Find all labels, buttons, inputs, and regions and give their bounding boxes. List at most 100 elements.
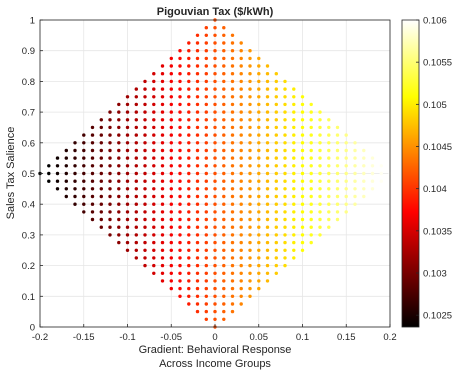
scatter-point	[239, 95, 243, 99]
scatter-point	[274, 148, 278, 153]
scatter-point	[160, 171, 165, 176]
scatter-point	[318, 171, 322, 176]
scatter-point	[283, 125, 287, 130]
scatter-point	[257, 79, 261, 84]
scatter-point	[73, 164, 77, 168]
scatter-point	[99, 125, 104, 130]
scatter-point	[292, 171, 296, 176]
scatter-point	[47, 171, 51, 176]
scatter-point	[195, 79, 200, 84]
colorbar-tick-label: 0.1025	[423, 311, 452, 322]
scatter-point	[318, 156, 322, 160]
scatter-point	[274, 256, 278, 260]
scatter-point	[335, 156, 340, 160]
scatter-point	[169, 171, 173, 176]
scatter-point	[213, 248, 217, 252]
scatter-point	[335, 210, 340, 214]
scatter-point	[362, 187, 366, 191]
scatter-point	[204, 79, 208, 84]
scatter-point	[318, 194, 322, 199]
scatter-point	[169, 225, 173, 229]
scatter-point	[82, 202, 86, 206]
scatter-point	[274, 87, 278, 91]
scatter-point	[222, 225, 226, 229]
scatter-point	[300, 171, 305, 176]
scatter-point	[283, 256, 287, 260]
scatter-point	[213, 202, 217, 206]
scatter-point	[283, 95, 287, 99]
scatter-point	[265, 210, 270, 214]
scatter-point	[55, 179, 60, 183]
x-tick-label: 0	[212, 332, 217, 343]
scatter-point	[169, 95, 173, 99]
scatter-point	[222, 187, 226, 191]
x-tick-label: -0.2	[32, 332, 48, 343]
scatter-point	[213, 87, 217, 91]
y-tick-label: 0.8	[22, 77, 35, 88]
scatter-point	[143, 179, 147, 183]
scatter-point	[309, 179, 313, 183]
scatter-point	[239, 148, 243, 153]
scatter-point	[309, 110, 313, 114]
scatter-point	[125, 110, 130, 114]
scatter-point	[134, 110, 138, 114]
scatter-point	[125, 102, 130, 107]
scatter-point	[204, 118, 208, 122]
scatter-point	[160, 141, 165, 145]
scatter-point	[108, 202, 112, 206]
scatter-point	[248, 263, 252, 268]
scatter-point	[152, 171, 156, 176]
scatter-point	[318, 164, 322, 168]
y-tick-label: 0.7	[22, 108, 35, 119]
scatter-point	[230, 49, 235, 53]
scatter-point	[160, 125, 165, 130]
scatter-point	[160, 256, 165, 260]
scatter-point	[143, 240, 147, 245]
scatter-point	[257, 194, 261, 199]
scatter-point	[362, 148, 366, 153]
scatter-point	[283, 210, 287, 214]
x-tick-label: -0.1	[119, 332, 135, 343]
scatter-point	[230, 217, 235, 222]
scatter-point	[187, 56, 191, 61]
scatter-point	[117, 179, 121, 183]
scatter-point	[195, 248, 200, 252]
scatter-point	[143, 202, 147, 206]
scatter-point	[248, 187, 252, 191]
scatter-point	[230, 194, 235, 199]
scatter-point	[335, 187, 340, 191]
scatter-point	[213, 26, 217, 30]
scatter-point	[257, 286, 261, 291]
scatter-point	[213, 302, 217, 306]
scatter-point	[230, 156, 235, 160]
scatter-point	[178, 49, 182, 53]
scatter-point	[99, 179, 104, 183]
scatter-point	[204, 148, 208, 153]
scatter-point	[178, 179, 182, 183]
scatter-point	[283, 148, 287, 153]
scatter-point	[222, 87, 226, 91]
scatter-point	[90, 194, 95, 199]
scatter-point	[195, 309, 200, 314]
scatter-point	[265, 110, 270, 114]
scatter-point	[73, 148, 77, 153]
scatter-point	[265, 263, 270, 268]
scatter-point	[344, 133, 348, 137]
scatter-point	[160, 233, 165, 237]
scatter-point	[169, 210, 173, 214]
scatter-point	[265, 133, 270, 137]
scatter-point	[222, 286, 226, 291]
scatter-point	[64, 171, 69, 176]
scatter-point	[152, 179, 156, 183]
scatter-point	[160, 179, 165, 183]
scatter-point	[152, 271, 156, 275]
scatter-point	[169, 217, 173, 222]
scatter-point	[125, 194, 130, 199]
y-tick-label: 0.1	[22, 292, 35, 303]
scatter-point	[195, 72, 200, 76]
scatter-point	[248, 240, 252, 245]
scatter-point	[230, 133, 235, 137]
scatter-point	[143, 125, 147, 130]
scatter-point	[178, 87, 182, 91]
scatter-point	[292, 210, 296, 214]
